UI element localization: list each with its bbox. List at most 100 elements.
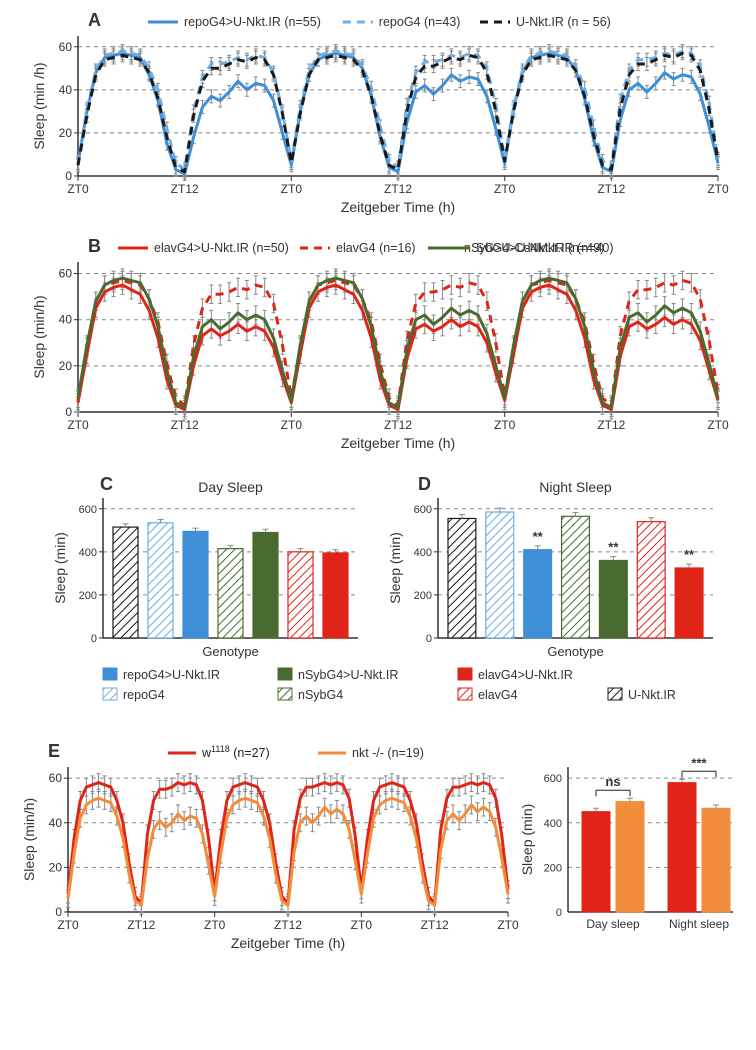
legend-swatch <box>103 688 117 700</box>
panel-cd: C 0 200 400 600 Sleep (min) Genotype Day Sleep D… <box>8 470 748 720</box>
svg-text:20: 20 <box>59 359 73 373</box>
bar <box>637 522 665 638</box>
svg-text:ZT0: ZT0 <box>707 182 729 196</box>
svg-text:ZT0: ZT0 <box>494 182 516 196</box>
svg-text:repoG4>U-Nkt.IR: repoG4>U-Nkt.IR <box>123 668 220 682</box>
svg-text:60: 60 <box>59 40 73 54</box>
svg-text:U-Nkt.IR: U-Nkt.IR <box>628 688 676 702</box>
svg-text:**: ** <box>684 547 695 562</box>
svg-text:ns: ns <box>605 774 620 789</box>
svg-text:200: 200 <box>79 590 97 602</box>
svg-text:***: *** <box>691 755 707 770</box>
svg-text:20: 20 <box>49 860 63 874</box>
svg-text:Sleep (min): Sleep (min) <box>387 532 403 604</box>
svg-text:ZT0: ZT0 <box>67 418 89 432</box>
panel-a-chart: ArepoG4>U-Nkt.IR (n=55) repoG4 (n=43) U-Nk… <box>8 6 748 226</box>
svg-text:ZT12: ZT12 <box>274 918 302 932</box>
svg-text:ZT0: ZT0 <box>351 918 373 932</box>
bar <box>288 552 313 638</box>
svg-text:Genotype: Genotype <box>547 644 603 659</box>
svg-text:Sleep (min): Sleep (min) <box>519 804 535 876</box>
svg-text:Night sleep: Night sleep <box>669 917 729 931</box>
svg-text:Sleep (min/h): Sleep (min/h) <box>21 798 37 881</box>
bar <box>486 512 514 638</box>
svg-text:ZT0: ZT0 <box>57 918 79 932</box>
legend-swatch <box>278 688 292 700</box>
bar <box>323 553 348 638</box>
svg-text:SG>U-Cd4Mkt.IR (n=40): SG>U-Cd4Mkt.IR (n=40) <box>476 241 614 255</box>
svg-text:0: 0 <box>65 169 72 183</box>
bar <box>599 560 627 638</box>
legend-swatch <box>608 688 622 700</box>
svg-text:ZT12: ZT12 <box>384 182 412 196</box>
svg-text:repoG4>U-Nkt.IR (n=55): repoG4>U-Nkt.IR (n=55) <box>184 15 321 29</box>
svg-text:0: 0 <box>55 905 62 919</box>
svg-text:C: C <box>100 474 113 494</box>
svg-text:0: 0 <box>426 633 432 645</box>
svg-text:A: A <box>88 10 101 30</box>
bar <box>253 532 278 638</box>
svg-text:40: 40 <box>49 816 63 830</box>
svg-text:E: E <box>48 741 60 761</box>
legend-swatch <box>103 668 117 680</box>
svg-text:400: 400 <box>544 818 562 830</box>
svg-text:**: ** <box>533 529 544 544</box>
svg-text:Day Sleep: Day Sleep <box>198 479 263 495</box>
svg-text:B: B <box>88 236 101 256</box>
svg-text:ZT12: ZT12 <box>597 418 625 432</box>
legend-swatch <box>278 668 292 680</box>
svg-text:Sleep (min): Sleep (min) <box>52 532 68 604</box>
svg-text:elavG4 (n=16): elavG4 (n=16) <box>336 241 416 255</box>
svg-text:400: 400 <box>79 547 97 559</box>
bar <box>113 527 138 638</box>
svg-text:Night Sleep: Night Sleep <box>539 479 612 495</box>
svg-text:ZT0: ZT0 <box>204 918 226 932</box>
svg-text:U-Nkt.IR (n = 56): U-Nkt.IR (n = 56) <box>516 15 611 29</box>
svg-text:ZT0: ZT0 <box>494 418 516 432</box>
svg-text:ZT12: ZT12 <box>597 182 625 196</box>
bar <box>616 802 644 912</box>
svg-text:Zeitgeber Time (h): Zeitgeber Time (h) <box>341 199 455 215</box>
svg-text:w1118 (n=27): w1118 (n=27) <box>201 744 270 760</box>
svg-text:nkt -/- (n=19): nkt -/- (n=19) <box>352 746 424 760</box>
svg-text:600: 600 <box>544 773 562 785</box>
svg-text:0: 0 <box>556 907 562 919</box>
svg-text:Genotype: Genotype <box>202 644 258 659</box>
svg-text:ZT12: ZT12 <box>171 182 199 196</box>
bar <box>562 516 590 638</box>
svg-text:ZT0: ZT0 <box>707 418 729 432</box>
svg-text:ZT0: ZT0 <box>497 918 519 932</box>
svg-text:ZT0: ZT0 <box>67 182 89 196</box>
svg-text:Sleep (min/h): Sleep (min/h) <box>31 295 47 378</box>
svg-text:ZT0: ZT0 <box>281 418 303 432</box>
legend-swatch <box>458 668 472 680</box>
svg-text:40: 40 <box>59 313 73 327</box>
svg-text:elavG4>U-Nkt.IR (n=50): elavG4>U-Nkt.IR (n=50) <box>154 241 289 255</box>
svg-text:60: 60 <box>59 267 73 281</box>
svg-text:Zeitgeber Time (h): Zeitgeber Time (h) <box>231 935 345 951</box>
bar <box>702 808 730 912</box>
svg-text:600: 600 <box>414 504 432 516</box>
svg-text:ZT12: ZT12 <box>127 918 155 932</box>
svg-text:ZT0: ZT0 <box>281 182 303 196</box>
bar <box>524 550 552 638</box>
svg-text:20: 20 <box>59 126 73 140</box>
svg-text:repoG4 (n=43): repoG4 (n=43) <box>379 15 461 29</box>
svg-text:40: 40 <box>59 83 73 97</box>
svg-text:200: 200 <box>414 590 432 602</box>
svg-text:ZT12: ZT12 <box>384 418 412 432</box>
svg-text:elavG4: elavG4 <box>478 688 518 702</box>
svg-text:Day sleep: Day sleep <box>586 917 640 931</box>
panel-b-chart: BelavG4>U-Nkt.IR (n=50)elavG4 (n=16)nSyb… <box>8 232 748 462</box>
bar <box>668 783 696 912</box>
svg-text:D: D <box>418 474 431 494</box>
svg-text:ZT12: ZT12 <box>421 918 449 932</box>
svg-text:repoG4: repoG4 <box>123 688 165 702</box>
svg-text:600: 600 <box>79 504 97 516</box>
svg-text:ZT12: ZT12 <box>171 418 199 432</box>
svg-text:60: 60 <box>49 771 63 785</box>
bar <box>582 812 610 912</box>
svg-text:200: 200 <box>544 862 562 874</box>
svg-text:400: 400 <box>414 547 432 559</box>
svg-text:0: 0 <box>65 405 72 419</box>
